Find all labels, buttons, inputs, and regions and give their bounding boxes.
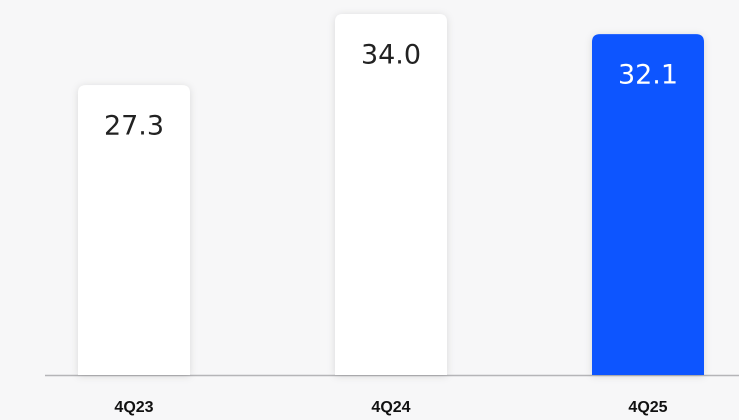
- bar: [78, 85, 190, 375]
- bar: [592, 34, 704, 376]
- value-label: 32.1: [618, 60, 678, 91]
- value-label: 27.3: [104, 111, 164, 142]
- value-label: 34.0: [361, 40, 421, 71]
- x-tick-label: 4Q25: [628, 399, 667, 416]
- bar: [335, 14, 447, 375]
- x-tick-label: 4Q23: [114, 399, 153, 416]
- x-tick-label: 4Q24: [371, 399, 410, 416]
